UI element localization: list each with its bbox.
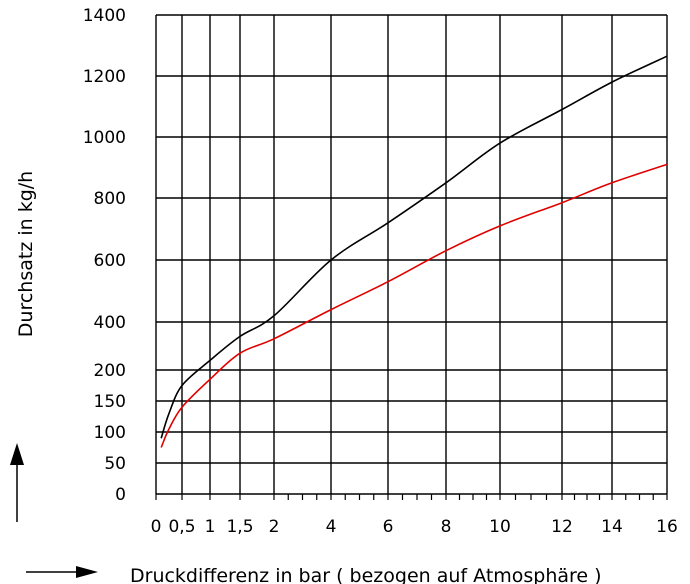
series-group	[161, 56, 667, 447]
x-axis-arrow	[26, 566, 98, 578]
x-tick-label-5: 4	[326, 517, 337, 537]
x-tick-label-2: 1	[205, 517, 216, 537]
y-tick-label-7: 800	[94, 189, 126, 209]
x-axis-title: Druckdifferenz in bar ( bezogen auf Atmo…	[130, 565, 602, 584]
series-line-0	[161, 56, 667, 438]
x-tick-label-10: 14	[601, 517, 623, 537]
x-tick-labels: 0 0,5 1 1,5 2 4 6 8 10 12 14 16	[151, 517, 678, 537]
y-axis-title: Durchsatz in kg/h	[15, 171, 37, 337]
grid	[156, 15, 667, 500]
x-tick-label-0: 0	[151, 517, 162, 537]
y-tick-label-8: 1000	[83, 128, 126, 148]
x-minor-ticks	[156, 494, 667, 500]
x-tick-label-6: 6	[383, 517, 394, 537]
y-tick-label-1: 50	[104, 454, 126, 474]
y-tick-label-10: 1400	[83, 6, 126, 26]
y-tick-label-6: 600	[94, 251, 126, 271]
y-axis-arrow	[10, 443, 24, 522]
x-tick-label-7: 8	[441, 517, 452, 537]
x-tick-label-3: 1,5	[226, 517, 253, 537]
x-tick-label-4: 2	[269, 517, 280, 537]
y-tick-label-2: 100	[94, 423, 126, 443]
y-tick-label-0: 0	[115, 485, 126, 505]
x-tick-label-9: 12	[551, 517, 573, 537]
y-tick-label-3: 150	[94, 392, 126, 412]
y-tick-label-4: 200	[94, 361, 126, 381]
y-tick-labels: 0 50 100 150 200 400 600 800 1000 1200 1400	[83, 6, 126, 505]
x-tick-label-1: 0,5	[168, 517, 195, 537]
x-tick-label-8: 10	[489, 517, 511, 537]
y-tick-label-9: 1200	[83, 67, 126, 87]
x-tick-label-11: 16	[656, 517, 678, 537]
y-tick-label-5: 400	[94, 313, 126, 333]
series-line-1	[161, 164, 667, 447]
